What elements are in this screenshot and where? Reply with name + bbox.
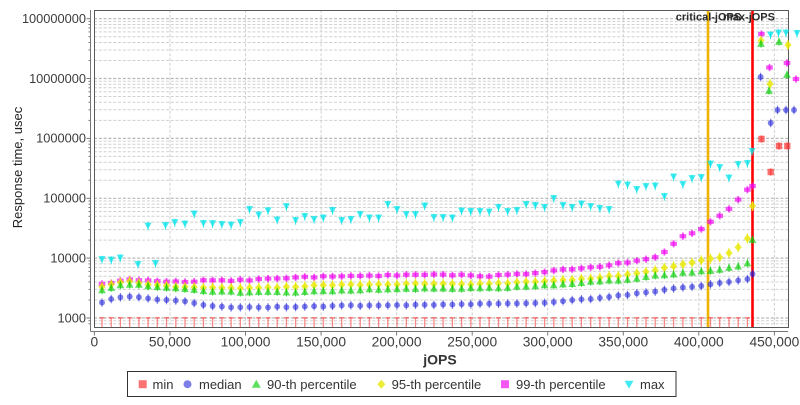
svg-text:50,000: 50,000: [149, 334, 192, 349]
svg-text:critical-jOPS: critical-jOPS: [676, 12, 741, 24]
svg-text:1000: 1000: [58, 310, 86, 325]
svg-text:100000: 100000: [43, 191, 86, 206]
svg-text:100,000: 100,000: [221, 334, 271, 349]
svg-text:median: median: [199, 377, 242, 392]
svg-text:100000000: 100000000: [22, 11, 86, 26]
svg-text:300,000: 300,000: [523, 334, 573, 349]
svg-text:0: 0: [91, 334, 99, 349]
svg-text:450,000: 450,000: [749, 334, 799, 349]
svg-text:10000: 10000: [50, 250, 86, 265]
svg-text:95-th percentile: 95-th percentile: [392, 377, 482, 392]
svg-text:400,000: 400,000: [674, 334, 724, 349]
svg-text:10000000: 10000000: [29, 71, 86, 86]
svg-text:250,000: 250,000: [447, 334, 497, 349]
svg-text:1000000: 1000000: [36, 131, 86, 146]
svg-text:99-th percentile: 99-th percentile: [516, 377, 606, 392]
svg-text:jOPS: jOPS: [422, 351, 456, 367]
svg-text:350,000: 350,000: [598, 334, 648, 349]
svg-text:200,000: 200,000: [372, 334, 422, 349]
svg-text:max: max: [640, 377, 665, 392]
svg-text:90-th percentile: 90-th percentile: [267, 377, 357, 392]
svg-text:150,000: 150,000: [296, 334, 346, 349]
svg-text:Response time, usec: Response time, usec: [10, 106, 25, 228]
svg-text:max-jOPS: max-jOPS: [723, 12, 775, 24]
svg-text:min: min: [153, 377, 174, 392]
